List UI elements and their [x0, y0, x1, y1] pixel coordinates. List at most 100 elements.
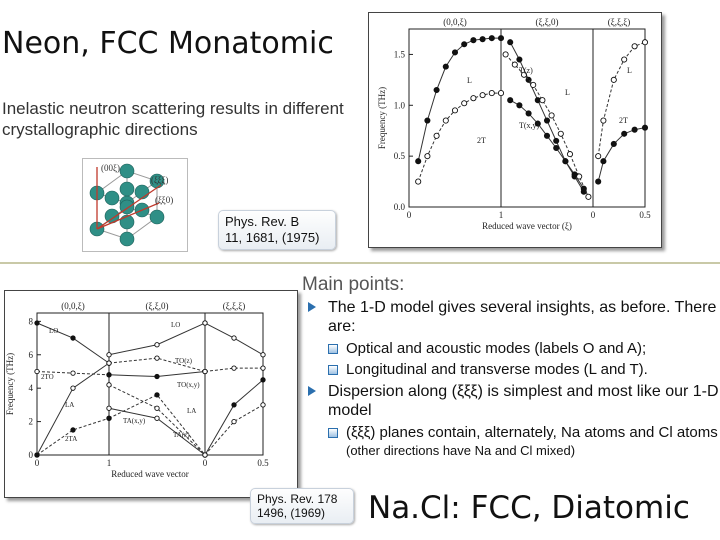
data-point	[470, 95, 477, 102]
data-point	[548, 112, 555, 119]
data-point	[641, 124, 649, 131]
sub-bullet-note: (other directions have Na and Cl mixed)	[346, 443, 576, 458]
data-point	[610, 76, 617, 83]
data-point	[530, 81, 537, 88]
section-divider	[0, 262, 720, 264]
data-point	[502, 51, 509, 58]
branch-label: 2TA	[65, 435, 77, 443]
sub-bullet-text: (ξξξ) planes contain, alternately, Na at…	[346, 424, 718, 441]
data-point	[415, 158, 422, 165]
data-point	[70, 427, 76, 433]
y-tick-label: 0.0	[394, 202, 406, 212]
slide-title-neon: Neon, FCC Monatomic	[2, 26, 334, 61]
data-point	[34, 368, 40, 375]
data-point	[442, 63, 449, 70]
crystal-diagram: (00ξ) (ξξξ) (ξξ0)	[82, 158, 188, 252]
data-point	[631, 126, 638, 133]
square-bullet-icon	[328, 428, 338, 438]
x-tick-label: 0	[203, 458, 208, 468]
data-point	[451, 107, 459, 114]
x-tick-label: 1	[499, 210, 504, 220]
data-point	[553, 137, 560, 144]
data-point	[470, 37, 477, 44]
series-line	[417, 37, 501, 162]
data-point	[497, 35, 505, 42]
square-bullet-icon	[328, 344, 338, 354]
sub-bullet-item: Optical and acoustic modes (labels O and…	[306, 340, 720, 358]
data-point	[488, 35, 495, 42]
data-point	[260, 365, 266, 371]
data-point	[543, 132, 551, 139]
data-point	[451, 49, 459, 56]
main-points-heading: Main points:	[302, 274, 405, 295]
series-line	[505, 54, 589, 198]
data-point	[106, 382, 112, 388]
data-point	[595, 178, 602, 185]
data-point	[621, 130, 628, 137]
data-point	[516, 102, 523, 109]
crystal-label-xx0: (ξξ0)	[155, 195, 173, 205]
data-point	[202, 452, 208, 458]
branch-label: TO(x,y)	[177, 381, 200, 389]
series-line	[108, 394, 206, 456]
data-point	[461, 100, 468, 107]
panel-label: (0,0,ξ)	[61, 301, 85, 311]
x-axis-label: Reduced wave vector (ξ)	[482, 221, 572, 231]
reference-journal: Phys. Rev. 178	[257, 492, 338, 506]
branch-label: LO	[49, 327, 58, 335]
branch-label: LO	[171, 321, 180, 329]
plot-area	[36, 312, 264, 456]
x-tick-label: 0	[35, 458, 40, 468]
bullet-item: The 1-D model gives several insights, as…	[306, 298, 720, 336]
data-point	[106, 352, 112, 358]
reference-citation: 11, 1681, (1975)	[225, 230, 320, 245]
data-point	[595, 153, 602, 160]
panel-label: (ξ,ξ,ξ)	[223, 301, 246, 311]
fcc-lattice-image: (00ξ) (ξξξ) (ξξ0)	[89, 163, 173, 247]
data-point	[543, 117, 551, 124]
y-tick-label: 4	[29, 383, 34, 393]
data-point	[433, 86, 440, 94]
branch-label: TO(z)	[175, 357, 193, 365]
series-line	[108, 384, 206, 456]
data-point	[488, 90, 495, 97]
data-point	[154, 373, 160, 380]
data-point	[154, 415, 160, 421]
data-point	[479, 92, 486, 99]
panel-label: (ξ,ξ,0)	[535, 17, 558, 27]
neon-chart-svg: (0,0,ξ) (ξ,ξ,0) (ξ,ξ,ξ) 0.0 0.5 1.0 1.5 0 1 0 0.5 R…	[377, 17, 651, 231]
data-point	[154, 392, 160, 398]
data-point	[34, 452, 40, 458]
branch-label: TA(x,y)	[123, 417, 146, 425]
data-point	[231, 365, 237, 371]
data-point	[231, 402, 237, 408]
y-tick-label: 1.0	[394, 100, 406, 110]
branch-label: LA	[65, 401, 74, 409]
y-tick-label: 1.5	[394, 49, 406, 59]
data-point	[70, 335, 76, 341]
data-point	[641, 39, 649, 46]
sub-bullet-text: Longitudinal and transverse modes (L and…	[346, 361, 648, 378]
x-tick-label: 0.5	[639, 210, 651, 220]
data-point	[34, 320, 40, 326]
reference-box-neon: Phys. Rev. B 11, 1681, (1975)	[218, 210, 336, 250]
crystal-label-xxx: (ξξξ)	[151, 175, 168, 185]
data-point	[571, 171, 578, 178]
data-point	[600, 158, 607, 165]
data-point	[631, 43, 638, 50]
slide-title-nacl: Na.Cl: FCC, Diatomic	[368, 490, 690, 526]
sub-bullet-item: Longitudinal and transverse modes (L and…	[306, 361, 720, 379]
data-point	[231, 335, 237, 341]
subtitle-text: Inelastic neutron scattering results in …	[2, 99, 344, 139]
data-point	[106, 360, 112, 366]
reference-journal: Phys. Rev. B	[225, 214, 300, 229]
nacl-chart-svg: (0,0,ξ) (ξ,ξ,0) (ξ,ξ,ξ) 0 2 4 6 8 0 1 0 0.5 Reduced …	[5, 301, 269, 479]
bullet-text: Dispersion along (ξξξ) is simplest and m…	[328, 383, 719, 419]
series-line	[204, 404, 264, 456]
branch-label: TA(z)	[173, 431, 190, 439]
data-point	[621, 56, 628, 63]
neon-dispersion-chart: (0,0,ξ) (ξ,ξ,0) (ξ,ξ,ξ) 0.0 0.5 1.0 1.5 0 1 0 0.5 R…	[368, 12, 662, 248]
branch-label: L	[627, 66, 632, 75]
bullet-text: The 1-D model gives several insights, as…	[328, 299, 717, 335]
data-point	[585, 193, 592, 200]
